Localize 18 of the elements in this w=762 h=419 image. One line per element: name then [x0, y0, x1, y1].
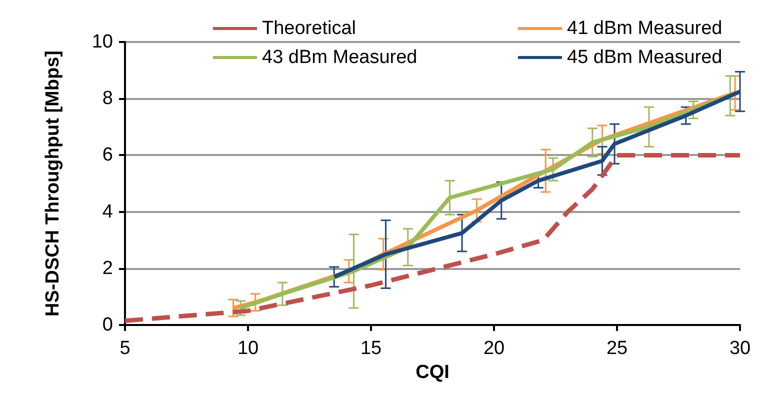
legend-label: 45 dBm Measured [567, 47, 722, 68]
y-tick-label: 4 [102, 201, 114, 222]
x-tick-label: 15 [360, 338, 382, 359]
y-tick-label: 8 [102, 88, 113, 110]
y-tick-label: 6 [102, 144, 113, 166]
x-tick-label: 5 [120, 338, 130, 359]
legend-label: 43 dBm Measured [262, 47, 418, 68]
y-tick-label: 0 [102, 314, 113, 336]
x-tick-label: 20 [483, 338, 505, 359]
x-tick-label: 25 [606, 338, 628, 359]
x-axis-title: CQI [416, 362, 450, 383]
x-tick-label: 30 [729, 338, 751, 359]
y-axis-title: HS-DSCH Throughput [Mbps] [42, 50, 64, 316]
legend-label: 41 dBm Measured [567, 18, 722, 39]
x-tick-label: 10 [237, 338, 259, 359]
legend-label: Theoretical [262, 18, 356, 39]
y-tick-label: 10 [92, 32, 113, 52]
y-tick-label: 2 [102, 258, 113, 279]
